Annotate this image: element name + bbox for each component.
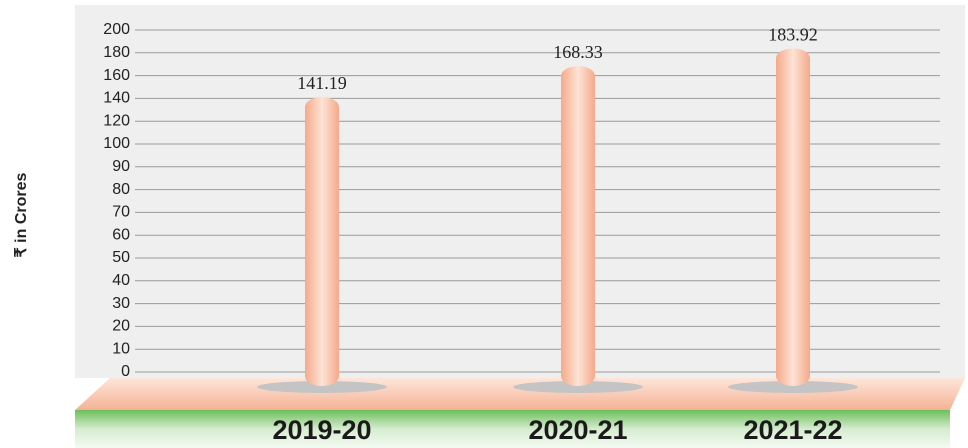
category-band (75, 410, 950, 448)
y-tick-label: 140 (103, 90, 130, 107)
y-tick-label: 50 (112, 249, 130, 266)
y-tick-label: 160 (103, 67, 130, 84)
value-label: 183.92 (768, 24, 818, 44)
value-label: 168.33 (553, 42, 603, 62)
bar (776, 48, 810, 386)
x-tick-label: 2020-21 (528, 415, 627, 445)
y-tick-label: 90 (112, 158, 130, 175)
y-tick-label: 80 (112, 181, 130, 198)
y-tick-label: 180 (103, 44, 130, 61)
y-tick-label: 10 (112, 340, 130, 357)
bar-shadow (728, 381, 858, 393)
y-tick-label: 40 (112, 272, 130, 289)
y-axis-label: ₹ in Crores (13, 172, 30, 257)
y-tick-label: 120 (103, 112, 130, 129)
bar-shadow (513, 381, 643, 393)
y-tick-label: 70 (112, 204, 130, 221)
plot-background (75, 5, 965, 378)
bar (305, 97, 339, 387)
y-tick-label: 200 (103, 21, 130, 38)
y-tick-label: 100 (103, 135, 130, 152)
bar-shadow (257, 381, 387, 393)
y-tick-label: 30 (112, 295, 130, 312)
y-tick-label: 0 (121, 363, 130, 380)
value-label: 141.19 (297, 73, 347, 93)
bar (561, 66, 595, 387)
x-tick-label: 2021-22 (743, 415, 842, 445)
y-tick-label: 60 (112, 226, 130, 243)
x-tick-label: 2019-20 (272, 415, 371, 445)
y-tick-label: 20 (112, 318, 130, 335)
